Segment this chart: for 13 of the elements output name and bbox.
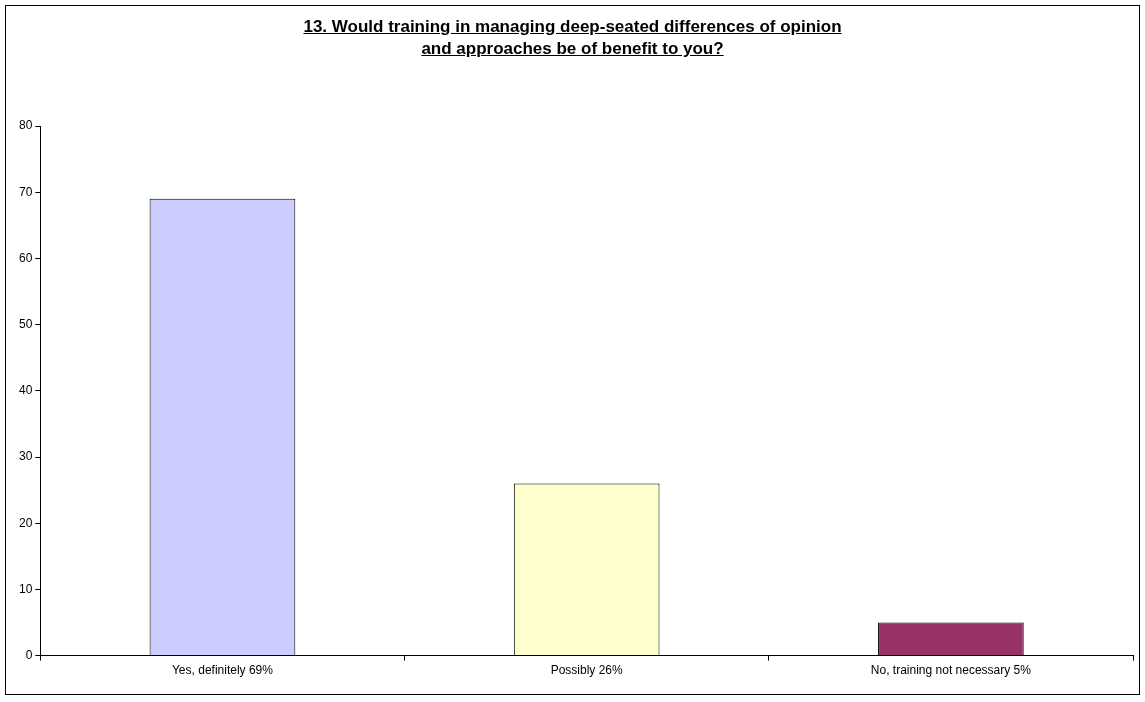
y-tick-label: 70 — [18, 184, 33, 199]
x-tick-label: No, training not necessary 5% — [870, 663, 1032, 678]
y-tick-label: 0 — [25, 647, 33, 662]
y-tick-label: 80 — [18, 118, 33, 133]
y-tick-label: 60 — [18, 250, 33, 265]
x-tick-label: Possibly 26% — [550, 663, 624, 678]
y-tick-label: 10 — [18, 581, 33, 596]
y-tick-label: 30 — [18, 449, 33, 464]
y-tick-label: 40 — [18, 383, 33, 398]
x-tick-label: Yes, definitely 69% — [171, 663, 274, 678]
y-tick-label: 50 — [18, 316, 33, 331]
chart-title: 13. Would training in managing deep-seated differences of opinion and approaches be of benefit to you? — [302, 16, 843, 60]
y-tick-label: 20 — [18, 515, 33, 530]
